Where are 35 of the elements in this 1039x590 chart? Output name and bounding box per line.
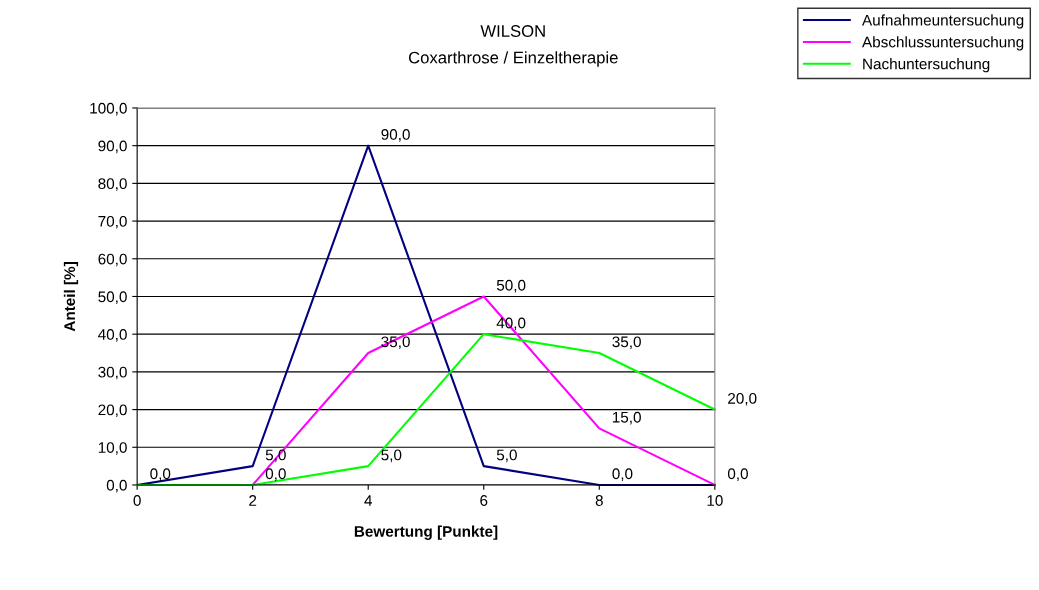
- data-label: 20,0: [728, 392, 757, 406]
- data-label: 5,0: [381, 449, 402, 463]
- y-tick-label: 40,0: [98, 329, 127, 342]
- data-label: 0,0: [727, 468, 748, 481]
- x-tick-label: 0: [133, 495, 141, 506]
- data-label: 50,0: [496, 279, 526, 293]
- data-label: 0,0: [150, 468, 171, 481]
- x-tick-label: 4: [364, 495, 373, 506]
- x-tick-label: 6: [480, 495, 488, 506]
- chart-subtitle: Coxarthrose / Einzeltherapie: [408, 51, 618, 67]
- y-tick-label: 90,0: [98, 140, 127, 154]
- data-label: 0,0: [265, 468, 286, 481]
- y-tick-label: 50,0: [98, 291, 127, 304]
- legend-label: Abschlussuntersuchung: [862, 36, 1024, 51]
- chart-title: WILSON: [480, 25, 545, 37]
- y-tick-label: 70,0: [98, 215, 127, 229]
- data-label: 15,0: [612, 411, 641, 425]
- y-tick-label: 30,0: [98, 366, 127, 380]
- x-tick-label: 8: [595, 495, 603, 506]
- y-tick-label: 80,0: [98, 178, 127, 191]
- y-tick-label: 10,0: [98, 442, 127, 455]
- y-axis-title: Anteil [%]: [63, 262, 79, 332]
- y-tick-label: 20,0: [98, 404, 127, 418]
- data-label: 0,0: [612, 468, 633, 481]
- x-axis-title: Bewertung [Punkte]: [354, 525, 498, 540]
- legend-label: Aufnahmeuntersuchung: [862, 14, 1024, 29]
- x-tick-label: 10: [707, 495, 723, 506]
- y-tick-label: 60,0: [98, 253, 127, 267]
- legend-label: Nachuntersuchung: [863, 58, 990, 73]
- data-label: 35,0: [612, 336, 641, 350]
- data-label: 90,0: [381, 129, 410, 142]
- y-tick-label: 0,0: [106, 479, 127, 493]
- data-label: 5,0: [496, 449, 517, 463]
- y-tick-label: 100,0: [90, 102, 127, 116]
- x-tick-label: 2: [249, 495, 257, 506]
